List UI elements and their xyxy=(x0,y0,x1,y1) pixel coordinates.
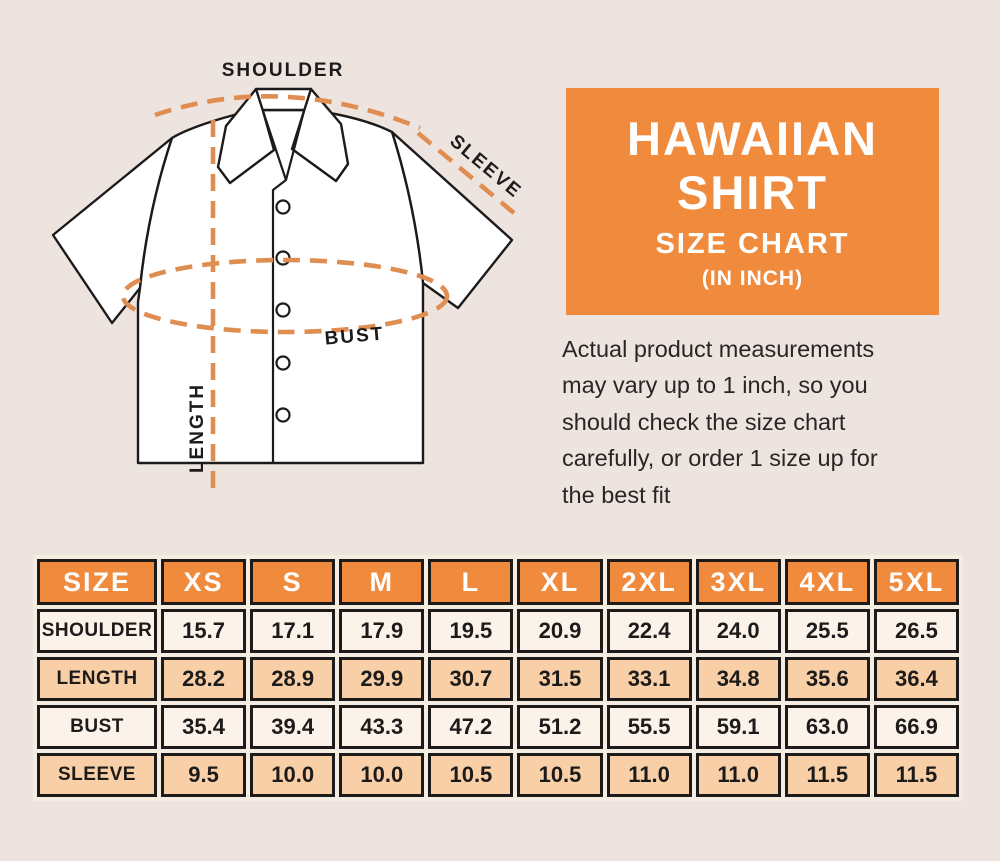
measurement-cell: 10.5 xyxy=(428,753,514,797)
button-icon xyxy=(275,199,291,215)
sleeve-dash-line xyxy=(416,131,522,220)
bust-measure-label: BUST xyxy=(324,323,385,349)
row-label-cell: BUST xyxy=(37,705,157,749)
size-table: SIZE XS S M L XL 2XL 3XL 4XL 5XL SHOULDER 15.7 17.1… xyxy=(33,555,963,801)
size-column-header: XS xyxy=(161,559,247,605)
description-line: Actual product measurements xyxy=(562,336,875,362)
row-label-cell: SHOULDER xyxy=(37,609,157,653)
measurement-cell: 43.3 xyxy=(339,705,425,749)
size-table-head: SIZE XS S M L XL 2XL 3XL 4XL 5XL xyxy=(37,559,959,605)
table-row: BUST 35.4 39.4 43.3 47.2 51.2 55.5 59.1 63.0 66.9 xyxy=(37,705,959,749)
button-icon xyxy=(275,407,291,423)
table-row: SLEEVE 9.5 10.0 10.0 10.5 10.5 11.0 11.0 11.5 11.… xyxy=(37,753,959,797)
measurement-cell: 63.0 xyxy=(784,705,870,749)
measurement-cell: 26.5 xyxy=(873,609,959,653)
header-row: SIZE XS S M L XL 2XL 3XL 4XL 5XL xyxy=(37,559,959,605)
size-table-body: SHOULDER 15.7 17.1 17.9 19.5 20.9 22.4 24.0 25.5… xyxy=(37,609,959,797)
measurement-cell: 11.0 xyxy=(695,753,781,797)
subtitle-size-chart: SIZE CHART xyxy=(655,227,850,260)
shirt-diagram: SHOULDER SLEEVE BUST LENGTH xyxy=(51,60,526,495)
row-label-cell: LENGTH xyxy=(37,657,157,701)
size-column-header: L xyxy=(428,559,514,605)
bust-dash-ellipse xyxy=(120,257,450,335)
description-line: the best fit xyxy=(562,481,671,508)
shoulder-measure-label: SHOULDER xyxy=(222,60,345,81)
measurement-cell: 15.7 xyxy=(161,609,247,653)
measurement-cell: 11.5 xyxy=(873,753,959,797)
size-header-cell: SIZE xyxy=(37,559,157,605)
measurement-cell: 25.5 xyxy=(784,609,870,653)
measurement-cell: 30.7 xyxy=(428,657,514,701)
measurement-cell: 29.9 xyxy=(339,657,425,701)
row-label-cell: SLEEVE xyxy=(37,753,157,797)
description-line: may vary up to 1 inch, so you xyxy=(562,372,868,399)
size-column-header: 5XL xyxy=(873,559,959,605)
table-row: LENGTH 28.2 28.9 29.9 30.7 31.5 33.1 34.8 35.6 36… xyxy=(37,657,959,701)
table-row: SHOULDER 15.7 17.1 17.9 19.5 20.9 22.4 24.0 25.5… xyxy=(37,609,959,653)
measurement-cell: 55.5 xyxy=(606,705,692,749)
measurement-cell: 35.4 xyxy=(161,705,247,749)
measurement-cell: 20.9 xyxy=(517,609,603,653)
description-line: should check the size chart xyxy=(562,408,846,435)
measurement-cell: 9.5 xyxy=(161,753,247,797)
measurement-cell: 24.0 xyxy=(695,609,781,653)
measurement-cell: 11.0 xyxy=(606,753,692,797)
measurement-cell: 59.1 xyxy=(695,705,781,749)
measurement-cell: 31.5 xyxy=(517,657,603,701)
measurement-cell: 22.4 xyxy=(606,609,692,653)
size-column-header: S xyxy=(250,559,336,605)
measurement-cell: 33.1 xyxy=(606,657,692,701)
measurement-cell: 19.5 xyxy=(428,609,514,653)
size-column-header: 2XL xyxy=(606,559,692,605)
subtitle-unit: (IN INCH) xyxy=(701,266,804,290)
measurement-cell: 10.5 xyxy=(517,753,603,797)
length-measure-label: LENGTH xyxy=(187,383,208,473)
measurement-cell: 11.5 xyxy=(784,753,870,797)
measurement-cell: 47.2 xyxy=(428,705,514,749)
shirt-collar xyxy=(216,87,350,185)
measurement-cell: 28.2 xyxy=(161,657,247,701)
size-column-header: 4XL xyxy=(784,559,870,605)
measurement-cell: 10.0 xyxy=(339,753,425,797)
button-icon xyxy=(275,302,291,318)
size-column-header: XL xyxy=(517,559,603,605)
title-box: HAWAIIAN SHIRT SIZE CHART (IN INCH) xyxy=(566,88,939,315)
description-line: carefully, or order 1 size up for xyxy=(562,445,878,472)
title-line-hawaiian: HAWAIIAN xyxy=(627,112,878,166)
button-icon xyxy=(275,355,291,371)
shoulder-dash-arc xyxy=(154,94,421,131)
shirt-placket-line xyxy=(271,179,287,463)
measurement-cell: 34.8 xyxy=(695,657,781,701)
measurement-cell: 28.9 xyxy=(250,657,336,701)
measurement-cell: 35.6 xyxy=(784,657,870,701)
size-column-header: M xyxy=(339,559,425,605)
measurement-cell: 51.2 xyxy=(517,705,603,749)
measurement-cell: 66.9 xyxy=(873,705,959,749)
measurement-cell: 36.4 xyxy=(873,657,959,701)
measurement-cell: 10.0 xyxy=(250,753,336,797)
description-text: Actual product measurements may vary up … xyxy=(562,331,972,513)
measurement-cell: 17.9 xyxy=(339,609,425,653)
title-line-shirt: SHIRT xyxy=(677,165,828,219)
measurement-cell: 39.4 xyxy=(250,705,336,749)
measurement-cell: 17.1 xyxy=(250,609,336,653)
size-column-header: 3XL xyxy=(695,559,781,605)
